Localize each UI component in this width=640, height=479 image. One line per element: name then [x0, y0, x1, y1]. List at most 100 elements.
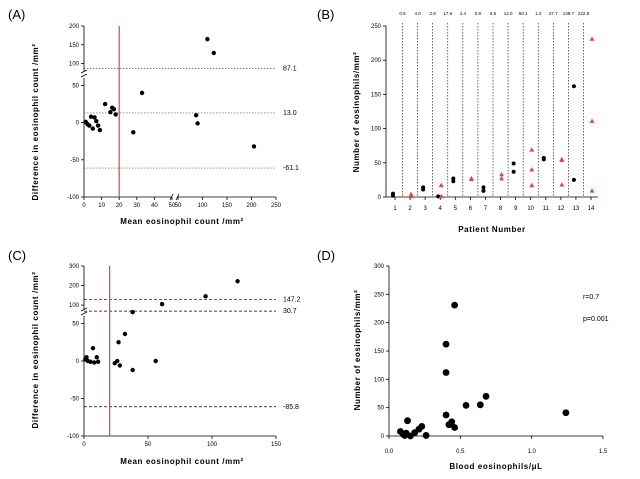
b-x-tick-label: 6: [469, 206, 473, 212]
b-black-point: [391, 191, 395, 196]
b-red-triangle: [408, 191, 414, 197]
d-xlabel: Blood eosinophils/μL: [449, 462, 542, 471]
b-red-triangle: [499, 175, 504, 181]
b-x-tick-label: 1: [393, 206, 397, 212]
a-data-point: [111, 107, 117, 112]
a-data-point: [108, 110, 113, 115]
b-red-triangle: [589, 188, 595, 193]
a-reference-label: 13.0: [283, 110, 297, 117]
c-data-point: [95, 359, 101, 364]
c-reference-label: 147.2: [283, 296, 301, 303]
a-y-tick-label: 50: [72, 83, 79, 89]
c-data-point: [122, 331, 128, 337]
b-red-triangle: [589, 118, 595, 123]
c-y-tick-label: 0: [76, 359, 80, 365]
a-data-point: [88, 114, 94, 119]
panel-c-plot: -100 -50 0 50 100 200 300 0 50 100 150 147.2 30.7 -85…: [67, 264, 301, 448]
c-data-point: [130, 309, 135, 315]
b-x-tick-label: 8: [499, 206, 503, 212]
c-y-tick-label: -50: [70, 397, 79, 403]
a-x-tick-label: 30: [133, 203, 140, 209]
c-data-point: [84, 355, 89, 360]
c-y-tick-label: 200: [69, 284, 80, 290]
b-black-point: [436, 194, 441, 199]
c-y-tick-label: 50: [72, 322, 79, 328]
d-y-tick-label: 150: [374, 349, 385, 355]
a-data-point: [113, 112, 118, 117]
b-x-tick-label: 2: [408, 206, 412, 212]
a-x-break-mark: [169, 193, 180, 201]
a-data-point: [90, 126, 96, 131]
c-reference-label: -85.8: [283, 404, 299, 411]
c-data-point: [115, 358, 120, 364]
panel-label-a: (A): [8, 7, 25, 22]
d-data-point: [422, 432, 430, 439]
b-y-tick-label: 50: [374, 161, 381, 167]
b-x-tick-label: 13: [573, 206, 580, 212]
b-top-annotation: 6.5: [490, 11, 497, 16]
a-data-point: [87, 123, 92, 128]
a-x-tick-label: 50: [169, 203, 176, 209]
b-red-triangle: [499, 171, 504, 177]
a-y-tick-label: -100: [67, 195, 80, 201]
d-data-point: [562, 409, 570, 417]
a-x-tick-label: 150: [222, 203, 233, 209]
a-x-tick-label: 50: [175, 203, 182, 209]
b-red-triangle: [438, 182, 444, 188]
panel-label-c: (C): [8, 248, 26, 263]
c-data-point: [88, 359, 93, 364]
a-x-tick-label: 250: [271, 203, 282, 209]
d-annotation-r: r=0.7: [583, 294, 599, 301]
c-ylabel: Difference in eosinophil count /mm²: [31, 271, 40, 428]
d-y-tick-label: 200: [374, 321, 385, 327]
b-red-triangle: [529, 167, 535, 172]
d-x-tick-label: 1.0: [527, 449, 536, 455]
b-y-tick-label: 250: [371, 24, 382, 30]
b-black-point: [421, 185, 426, 190]
d-y-tick-label: 50: [377, 406, 384, 412]
b-x-tick-label: 10: [527, 206, 534, 212]
d-data-point: [451, 424, 459, 431]
c-data-point: [153, 358, 158, 364]
b-black-point: [571, 177, 576, 182]
d-data-point: [476, 401, 484, 409]
panel-label-d: (D): [317, 248, 335, 263]
b-x-tick-label: 14: [588, 206, 595, 212]
a-y-tick-label: 100: [69, 62, 80, 68]
b-red-triangle: [529, 182, 535, 188]
b-black-point: [541, 156, 546, 161]
a-data-point: [195, 121, 200, 126]
b-black-point: [481, 185, 486, 190]
c-data-point: [235, 279, 240, 284]
c-x-tick-label: 0: [82, 442, 86, 448]
d-data-point: [442, 369, 450, 376]
b-ylabel: Number of eosinophils/mm²: [352, 52, 361, 173]
d-data-point: [482, 392, 490, 400]
b-black-point: [571, 84, 576, 89]
b-y-tick-label: 0: [378, 195, 382, 201]
b-top-annotation: 12.0: [504, 11, 513, 16]
c-data-point: [94, 355, 100, 360]
b-top-annotation: 50.1: [519, 11, 528, 16]
b-x-tick-label: 7: [484, 206, 488, 212]
a-data-point: [102, 101, 108, 107]
a-data-point: [131, 130, 136, 135]
c-data-point: [117, 363, 123, 368]
c-data-point: [203, 294, 208, 299]
b-x-tick-label: 9: [514, 206, 518, 212]
c-x-tick-label: 150: [271, 442, 282, 448]
c-data-point: [116, 340, 121, 345]
a-x-tick-label: 200: [246, 203, 257, 209]
a-data-point: [95, 123, 101, 128]
c-data-point: [130, 367, 135, 373]
b-top-annotation: 1.2: [535, 11, 542, 16]
c-x-tick-label: 50: [145, 442, 152, 448]
d-data-point: [442, 340, 450, 348]
b-black-point: [451, 179, 456, 184]
a-x-tick-label: 10: [98, 203, 105, 209]
c-y-tick-label: 300: [69, 264, 80, 270]
c-y-break-mark: [80, 307, 88, 316]
